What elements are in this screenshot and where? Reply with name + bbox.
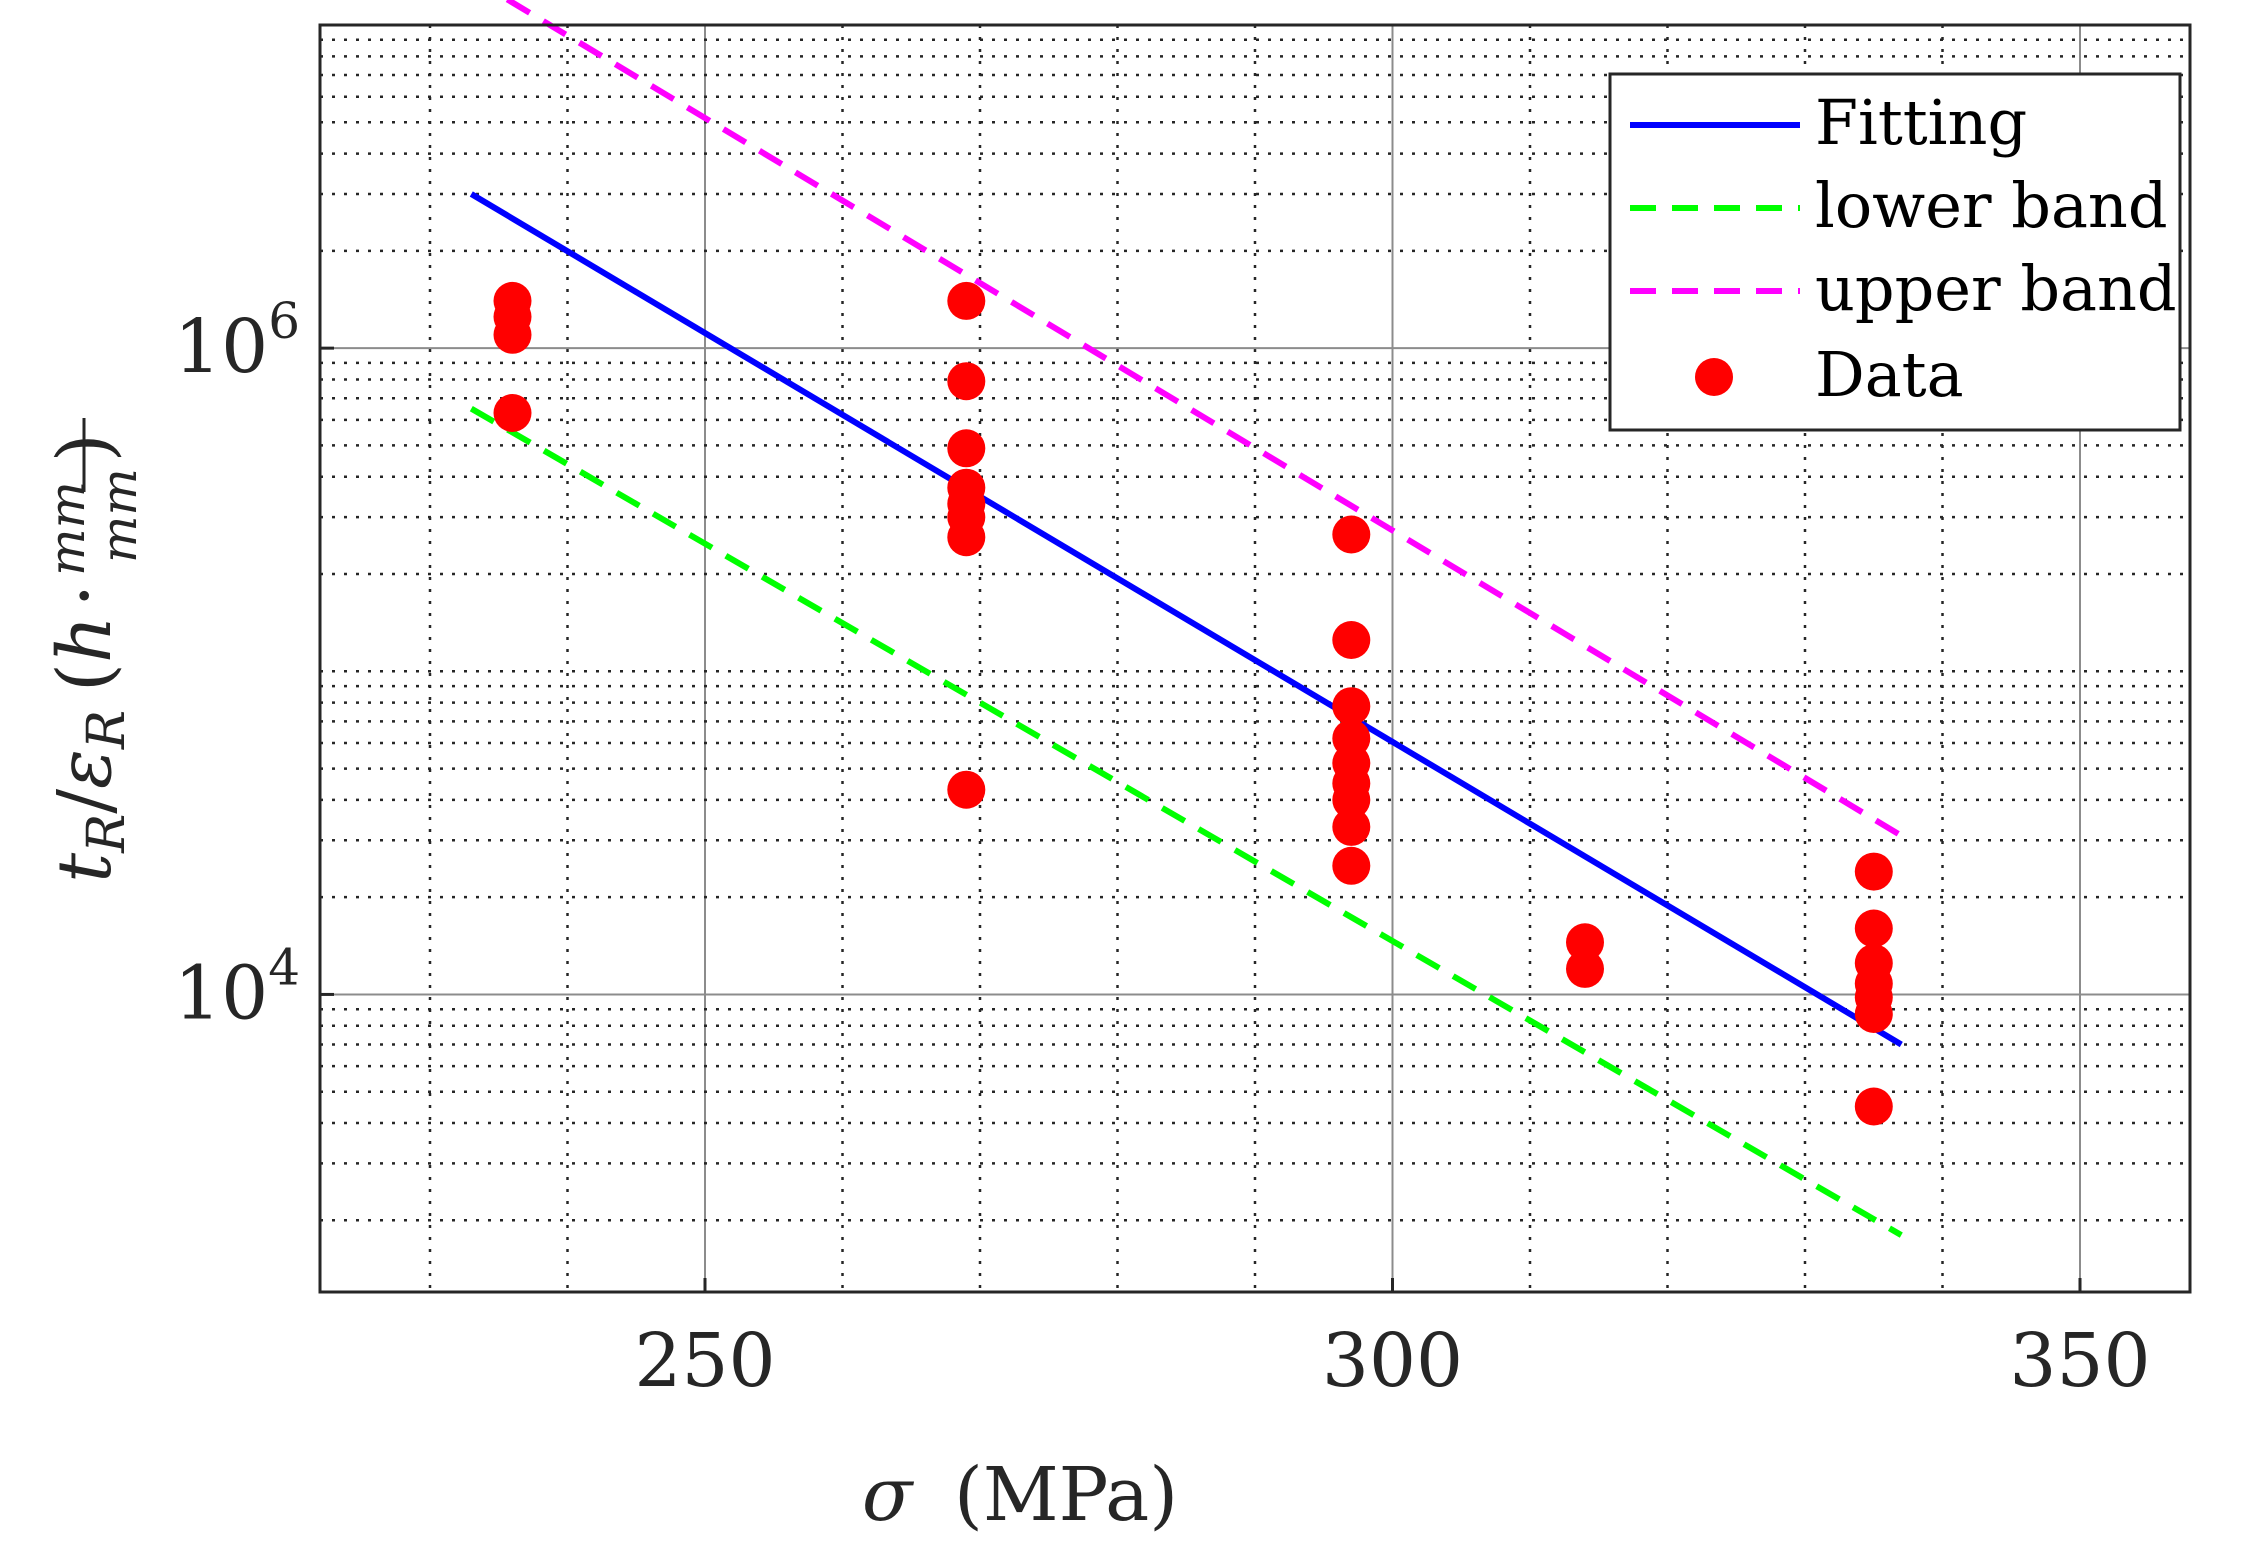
data-point [1854, 852, 1893, 891]
data-point [947, 770, 986, 809]
data-point [947, 518, 986, 557]
data-point [493, 394, 532, 432]
y-tick-base: 10 [174, 950, 268, 1036]
data-point [947, 281, 986, 320]
legend-label-lower-band: lower band [1815, 169, 2168, 242]
x-axis-unit: (MPa) [954, 1452, 1178, 1538]
data-point [1854, 1087, 1893, 1126]
y-label-t-sub: R [77, 814, 137, 854]
y-label-open: ( [42, 663, 128, 692]
legend: Fitting lower band upper band Data [1608, 72, 2182, 432]
y-label-frac-den: mm [90, 468, 148, 563]
y-tick-exponent: 6 [268, 292, 300, 350]
data-point [947, 429, 986, 468]
y-tick-base: 10 [174, 304, 268, 390]
legend-label-upper-band: upper band [1815, 252, 2177, 325]
x-axis-symbol: σ [862, 1452, 915, 1538]
y-label-t: t [42, 853, 128, 883]
plot-frame [318, 23, 2192, 1294]
legend-label-fitting: Fitting [1815, 86, 2027, 159]
y-label-eps-sub: R [77, 710, 137, 750]
y-tick-label: 106 [174, 292, 300, 390]
legend-swatch-data [1695, 358, 1733, 396]
data-point [947, 362, 986, 401]
series-line-upper-band [502, 0, 1903, 839]
y-label-slash: / [42, 789, 128, 814]
data-point [1332, 687, 1371, 726]
data-point [493, 315, 532, 354]
data-point [1332, 621, 1371, 659]
data-point [1854, 995, 1893, 1033]
y-label-dot: · [42, 584, 128, 608]
data-point [1332, 780, 1371, 819]
data-point [1566, 949, 1604, 988]
data-point [1566, 923, 1604, 962]
x-tick-label: 300 [1322, 1318, 1463, 1404]
data-point [1332, 515, 1371, 554]
data-point [1854, 909, 1893, 948]
data-point [1332, 846, 1371, 885]
y-label-eps: ε [42, 749, 128, 789]
series-group [469, 0, 1903, 1238]
x-axis-label: σ (MPa) [862, 1452, 1178, 1538]
x-tick-label: 350 [2009, 1318, 2150, 1404]
data-point [1332, 807, 1371, 846]
x-tick-label: 250 [634, 1318, 775, 1404]
y-tick-exponent: 4 [268, 938, 300, 996]
y-tick-label: 104 [174, 938, 300, 1036]
series-line-lower-band [469, 406, 1903, 1238]
y-label-frac-num: mm [38, 481, 96, 576]
y-label-h: h [42, 615, 128, 663]
series-line-fitting [469, 191, 1903, 1048]
y-axis-label: tR/εR(h·mmmm) [38, 433, 148, 882]
legend-label-data: Data [1815, 338, 1964, 411]
